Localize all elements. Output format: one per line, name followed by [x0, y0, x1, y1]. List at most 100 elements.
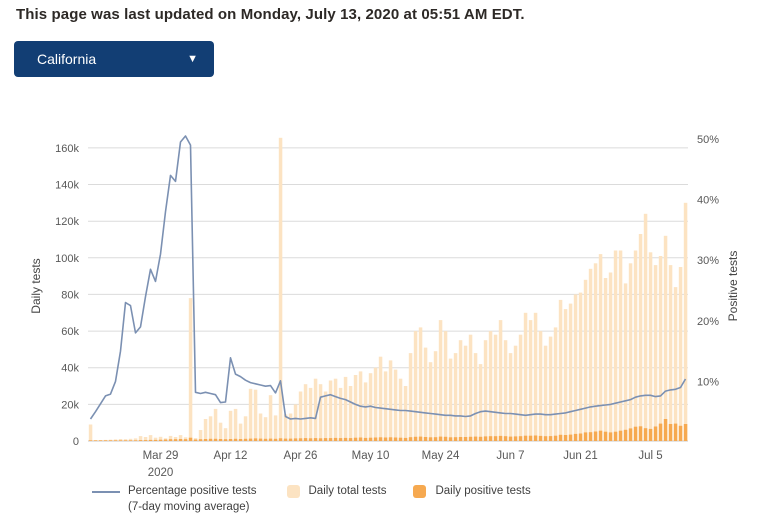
bar-daily-total [183, 437, 188, 441]
x-axis-tick: Apr 12 [214, 450, 248, 462]
bar-daily-positive [568, 434, 573, 441]
bar-daily-positive [193, 439, 198, 441]
bar-daily-positive [323, 438, 328, 441]
bar-daily-total [248, 388, 253, 441]
bar-daily-total [123, 439, 128, 441]
bar-daily-total [218, 422, 223, 441]
bar-daily-positive [473, 436, 478, 441]
bar-daily-positive [583, 432, 588, 441]
bar-daily-total [428, 362, 433, 441]
bar-daily-total [368, 373, 373, 441]
bar-daily-positive [448, 437, 453, 441]
bar-daily-positive [648, 428, 653, 441]
bar-daily-total [378, 356, 383, 441]
bar-daily-positive [88, 440, 93, 441]
bar-daily-total [308, 387, 313, 441]
bar-daily-total [548, 336, 553, 441]
bar-daily-positive [553, 435, 558, 441]
legend-label: Daily total tests [308, 485, 387, 497]
line-swatch-icon [92, 491, 120, 493]
bar-daily-positive [268, 438, 273, 441]
bar-daily-positive [613, 431, 618, 441]
state-selector-value: California [37, 51, 97, 67]
bar-daily-positive [533, 435, 538, 441]
bar-daily-total [143, 437, 148, 441]
pct-positive-line [89, 135, 687, 420]
bar-daily-total [128, 438, 133, 441]
bar-daily-total [408, 353, 413, 441]
bar-daily-total [513, 345, 518, 441]
bar-daily-positive [128, 440, 133, 441]
bar-daily-positive [468, 436, 473, 441]
bar-daily-positive [513, 436, 518, 441]
left-axis-tick: 100k [55, 253, 79, 265]
state-selector-dropdown[interactable]: California ▼ [14, 41, 214, 77]
bar-daily-total [643, 213, 648, 441]
bar-daily-total [253, 389, 258, 441]
bar-daily-total [273, 415, 278, 441]
bar-daily-total [568, 303, 573, 441]
bar-daily-total [343, 376, 348, 441]
left-axis-tick: 0 [73, 436, 79, 448]
bar-daily-total [583, 279, 588, 441]
bar-daily-positive [653, 426, 658, 441]
bar-daily-total [483, 340, 488, 441]
bar-daily-total [318, 384, 323, 441]
bar-daily-positive [108, 440, 113, 441]
bar-daily-total [683, 202, 688, 441]
bar-daily-positive [103, 440, 108, 441]
bar-daily-total [413, 331, 418, 441]
bar-daily-total [678, 267, 683, 441]
bar-daily-total [213, 408, 218, 441]
bar-daily-positive [458, 437, 463, 441]
bar-daily-positive [358, 437, 363, 441]
bar-daily-positive [503, 436, 508, 441]
bar-daily-total [188, 298, 193, 441]
bar-daily-total [558, 299, 563, 441]
bar-daily-total [458, 340, 463, 441]
bar-daily-total [313, 378, 318, 441]
bar-daily-total [448, 358, 453, 441]
bar-daily-total [298, 391, 303, 441]
bar-daily-positive [403, 437, 408, 441]
bar-daily-positive [368, 437, 373, 441]
bar-daily-total [523, 312, 528, 441]
bar-daily-positive [198, 439, 203, 441]
bar-daily-positive [378, 437, 383, 441]
bar-daily-positive [333, 437, 338, 441]
bar-daily-positive [428, 437, 433, 441]
bar-daily-total [268, 395, 273, 441]
x-axis-tick: Jun 21 [563, 450, 598, 462]
left-axis-tick: 120k [55, 216, 79, 228]
bar-daily-positive [153, 439, 158, 441]
bar-daily-total [303, 384, 308, 441]
bar-daily-total [203, 419, 208, 441]
bar-daily-total [673, 287, 678, 441]
bar-daily-positive [238, 439, 243, 441]
bar-daily-positive [413, 436, 418, 441]
bar-daily-positive [133, 440, 138, 441]
bar-daily-positive [628, 428, 633, 441]
bar-daily-positive [668, 424, 673, 441]
bar-daily-positive [408, 437, 413, 441]
legend-label-line2: (7-day moving average) [128, 500, 250, 513]
bar-daily-positive [508, 436, 513, 441]
legend-label: Percentage positive tests (7-day moving … [128, 484, 257, 515]
bar-daily-positive [178, 439, 183, 441]
bar-daily-positive [548, 436, 553, 441]
x-axis-tick-year: 2020 [148, 467, 174, 479]
bar-daily-positive [678, 425, 683, 441]
bar-daily-positive [538, 435, 543, 441]
bar-daily-total [443, 331, 448, 441]
bar-daily-total [333, 378, 338, 441]
bar-daily-positive [463, 437, 468, 441]
bar-daily-total [433, 351, 438, 441]
bar-daily-positive [93, 440, 98, 441]
bar-daily-positive [423, 437, 428, 441]
bar-daily-total [148, 435, 153, 441]
bar-daily-positive [233, 438, 238, 441]
bar-daily-positive [388, 437, 393, 441]
bar-daily-total [573, 294, 578, 441]
